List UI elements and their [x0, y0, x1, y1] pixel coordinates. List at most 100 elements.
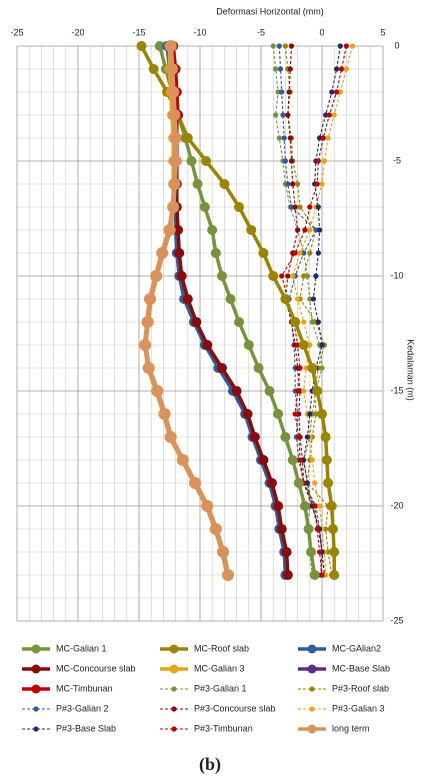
data-point	[319, 572, 325, 578]
data-point	[299, 501, 310, 511]
data-point	[164, 40, 177, 52]
data-point	[186, 156, 197, 166]
data-point	[258, 248, 269, 258]
data-point	[280, 432, 291, 442]
data-point	[327, 524, 338, 534]
data-point	[313, 227, 319, 233]
x-tick-label: -20	[71, 27, 84, 37]
series-line	[303, 45, 341, 576]
data-point	[243, 340, 254, 350]
legend-label: long term	[332, 723, 370, 733]
data-point	[315, 204, 321, 210]
y-axis-title: Kedalaman (m)	[406, 339, 416, 401]
data-point	[297, 457, 303, 463]
legend-label: MC-Concourse slab	[56, 663, 136, 673]
legend-marker	[309, 706, 315, 712]
data-point	[317, 409, 327, 419]
data-point	[151, 385, 164, 397]
data-point	[279, 273, 285, 279]
data-point	[306, 547, 317, 557]
data-point	[321, 158, 328, 164]
data-point	[276, 135, 282, 141]
data-point	[199, 202, 210, 212]
x-tick-label: -15	[132, 27, 145, 37]
data-point	[323, 478, 334, 488]
chart-title: Deformasi Horizontal (mm)	[216, 6, 324, 16]
data-point	[337, 43, 343, 49]
legend-marker	[169, 644, 179, 654]
data-point	[302, 227, 308, 233]
data-point	[337, 89, 343, 95]
data-point	[312, 503, 318, 509]
data-point	[163, 224, 176, 236]
data-point	[150, 270, 163, 282]
data-point	[303, 524, 314, 534]
data-point	[168, 178, 181, 190]
series-line	[171, 45, 180, 116]
data-point	[164, 431, 177, 443]
legend-marker	[171, 726, 177, 732]
legend-label: MC-Base Slab	[332, 663, 390, 673]
data-point	[309, 457, 315, 463]
data-point	[329, 547, 340, 557]
data-point	[219, 179, 230, 189]
caption: (b)	[199, 754, 221, 775]
x-tick-label: -10	[193, 27, 206, 37]
data-point	[290, 273, 296, 279]
data-point	[275, 89, 281, 95]
data-point	[293, 478, 304, 488]
legend-label: P#3-Galian 1	[194, 683, 247, 693]
data-point	[136, 41, 147, 51]
data-point	[201, 500, 214, 512]
x-tick-label: -5	[257, 27, 265, 37]
data-point	[334, 89, 340, 95]
data-point	[273, 409, 284, 419]
x-tick-label: 0	[319, 27, 324, 37]
data-point	[216, 363, 227, 373]
legend-label: MC-Roof slab	[194, 643, 249, 653]
data-point	[168, 109, 181, 121]
data-point	[307, 227, 313, 233]
data-point	[286, 89, 292, 95]
data-point	[253, 363, 264, 373]
data-point	[165, 63, 178, 75]
data-point	[315, 158, 321, 164]
legend-marker	[307, 644, 317, 654]
data-point	[225, 294, 236, 304]
data-point	[266, 478, 277, 488]
data-point	[290, 317, 301, 327]
y-tick-label: 0	[394, 40, 399, 50]
data-point	[182, 294, 193, 304]
legend-label: P#3-Concourse slab	[194, 703, 276, 713]
data-point	[182, 133, 193, 143]
data-point	[279, 89, 285, 95]
data-point	[273, 66, 279, 72]
data-point	[301, 319, 307, 325]
data-point	[231, 386, 242, 396]
data-point	[273, 112, 279, 118]
data-point	[273, 501, 284, 511]
data-point	[277, 66, 284, 72]
data-point	[301, 457, 307, 463]
y-tick-label: -20	[390, 500, 403, 510]
data-point	[139, 339, 152, 351]
data-point	[304, 434, 310, 440]
data-point	[301, 273, 307, 279]
data-point	[312, 480, 318, 486]
data-point	[292, 250, 298, 256]
legend-label: MC-Timbunan	[56, 683, 113, 693]
data-point	[242, 409, 253, 419]
data-point	[276, 524, 287, 534]
data-point	[290, 181, 296, 187]
data-point	[297, 250, 303, 256]
data-point	[307, 411, 313, 417]
data-point	[282, 43, 288, 49]
data-point	[320, 432, 331, 442]
data-point	[323, 112, 329, 118]
data-point	[281, 547, 292, 557]
data-point	[287, 455, 298, 465]
legend-label: MC-GAlian2	[332, 643, 381, 653]
data-point	[314, 526, 320, 532]
legend-label: P#3-Base Slab	[56, 723, 116, 733]
